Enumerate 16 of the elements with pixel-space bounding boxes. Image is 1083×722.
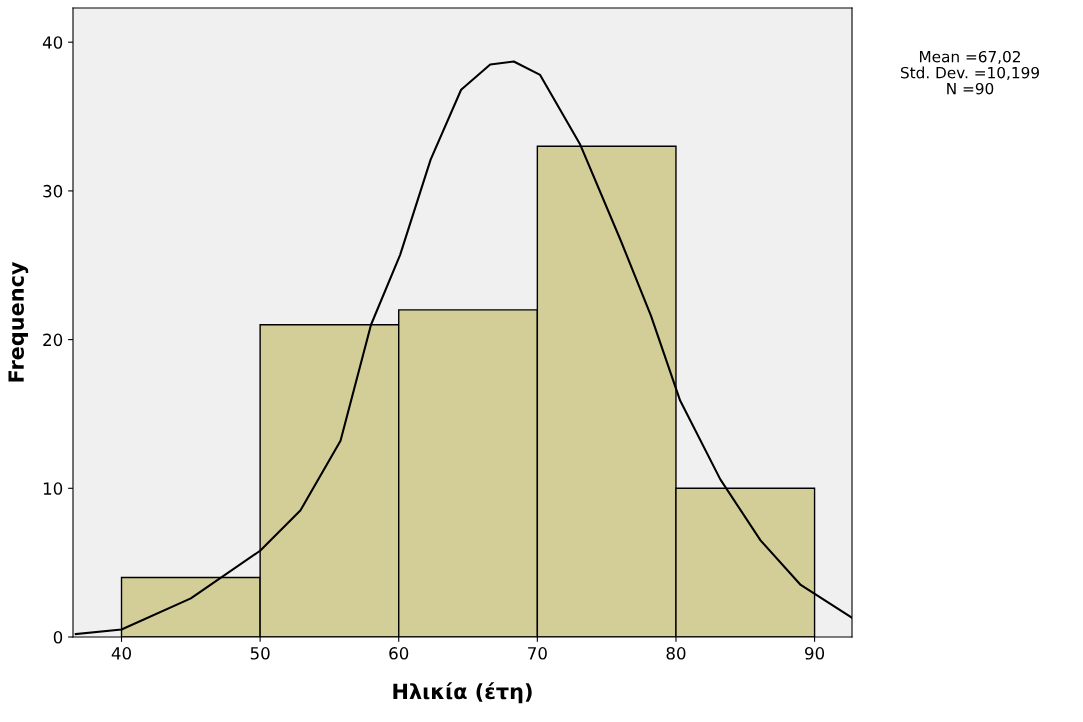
y-tick-label: 40 xyxy=(42,36,63,49)
text: N =90 xyxy=(947,82,994,95)
x-tick-label: 90 xyxy=(805,647,825,660)
text: Mean =67,02 xyxy=(919,50,1020,64)
x-tick-label: 50 xyxy=(250,647,270,660)
x-tick-label: 40 xyxy=(111,647,132,660)
x-tick-label: 80 xyxy=(666,647,686,660)
y-tick-label: 20 xyxy=(43,333,63,347)
y-tick-label: 10 xyxy=(43,482,63,495)
y-tick-label: 30 xyxy=(43,184,63,198)
x-axis-title: Ηλικία (έτη) xyxy=(393,682,532,704)
y-axis-title: Frequency xyxy=(8,261,29,382)
y-tick-label: 0 xyxy=(53,630,63,644)
x-tick-label: 70 xyxy=(528,647,547,660)
x-tick-label: 60 xyxy=(389,647,409,660)
text: Std. Dev. =10,199 xyxy=(900,66,1039,80)
